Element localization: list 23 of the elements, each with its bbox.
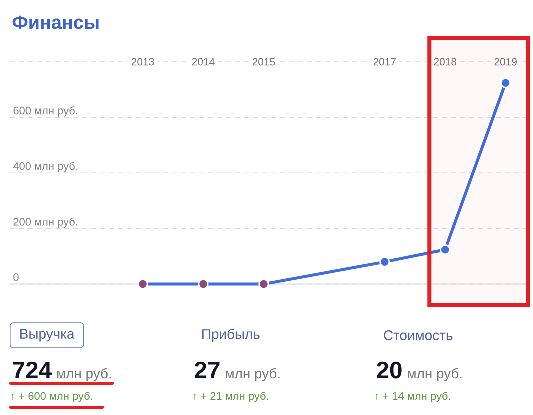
text: Прибыль bbox=[202, 328, 260, 342]
text: млн руб. bbox=[57, 368, 112, 382]
x-tick-label: 2019 bbox=[494, 58, 517, 66]
y-tick-label: 0 bbox=[14, 274, 19, 282]
text: Выручка bbox=[20, 329, 75, 342]
text: 20 bbox=[377, 362, 402, 379]
x-tick-label: 2015 bbox=[252, 58, 276, 66]
text: млн руб. bbox=[408, 368, 462, 382]
text: млн руб. bbox=[226, 368, 280, 382]
x-tick-label: 2013 bbox=[132, 58, 154, 66]
text: ↑ + 14 млн руб. bbox=[376, 392, 450, 402]
text: Стоимость bbox=[384, 330, 453, 340]
text: ↑ + 600 млн руб. bbox=[12, 392, 92, 402]
x-tick-label: 2014 bbox=[192, 58, 215, 66]
y-tick-label: 600 млн руб. bbox=[14, 106, 78, 117]
x-tick-label: 2017 bbox=[374, 58, 396, 66]
text: ↑ + 21 млн руб. bbox=[194, 392, 268, 402]
y-tick-label: 400 млн руб. bbox=[13, 162, 78, 172]
x-tick-label: 2018 bbox=[434, 58, 457, 66]
chart-title: Финансы bbox=[12, 16, 99, 30]
y-tick-label: 200 млн руб. bbox=[14, 218, 78, 228]
text: 27 bbox=[195, 362, 220, 378]
text: 724 bbox=[13, 362, 52, 378]
